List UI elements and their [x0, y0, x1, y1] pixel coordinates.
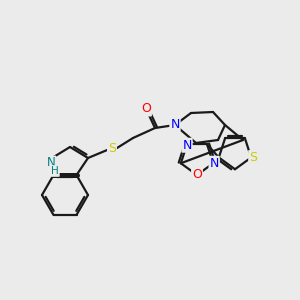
Text: O: O [141, 103, 151, 116]
Text: H: H [51, 166, 59, 176]
Text: N: N [46, 157, 56, 169]
Text: N: N [170, 118, 180, 130]
Text: S: S [249, 151, 257, 164]
Text: N: N [209, 157, 219, 170]
Text: O: O [192, 169, 202, 182]
Text: S: S [108, 142, 116, 154]
Text: N: N [182, 139, 192, 152]
